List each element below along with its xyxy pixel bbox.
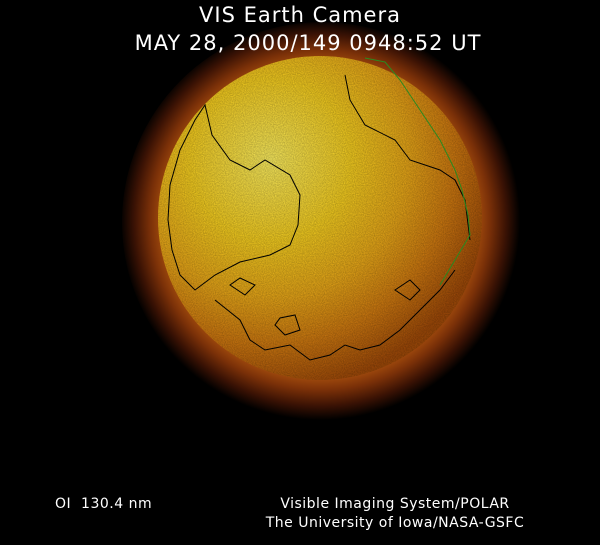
credit-line: Visible Imaging System/POLAR — [280, 496, 509, 512]
title: VIS Earth Camera — [199, 3, 401, 27]
credit-line: The University of Iowa/NASA-GSFC — [265, 515, 525, 531]
noise — [158, 56, 482, 380]
timestamp: MAY 28, 2000/149 0948:52 UT — [135, 31, 482, 55]
coastlines — [167, 74, 471, 361]
filter-label: OI 130.4 nm — [55, 496, 152, 512]
green-coastline — [364, 57, 471, 286]
